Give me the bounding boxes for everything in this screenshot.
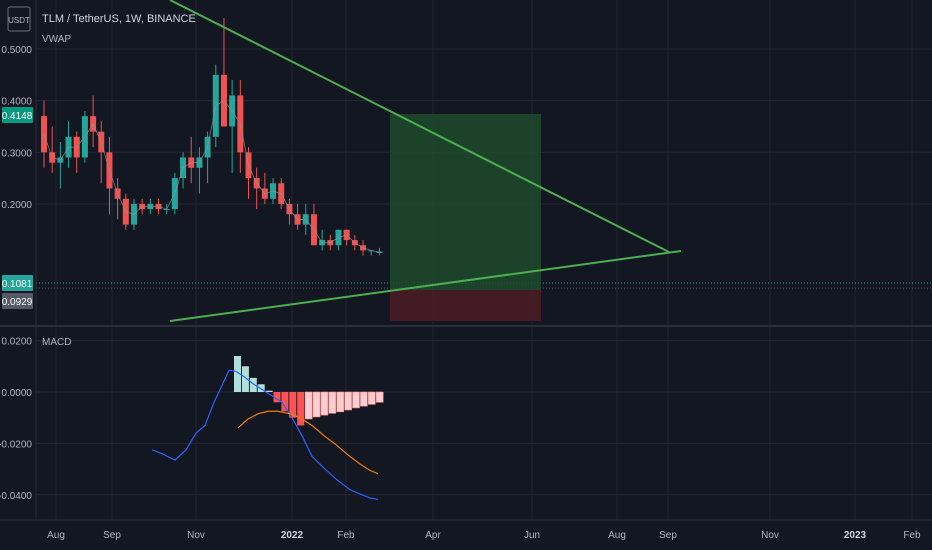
price-marker-label: 0.0929 [2,297,33,308]
macd-tick-label: -0.0400 [0,491,32,502]
price-tick-label: 0.2000 [1,200,32,211]
macd-histogram-bar [304,391,313,420]
time-tick-label: Sep [103,530,121,541]
time-tick-label: Nov [761,530,779,541]
vwap-line [43,100,380,253]
candle-body [163,209,170,211]
price-marker-box [2,275,33,291]
time-tick-label: Feb [903,530,921,541]
macd-indicator-label[interactable]: MACD [42,337,71,348]
price-marker: 0.1081 [2,275,33,291]
macd-histogram-bar [281,392,289,412]
currency-badge-text: USDT [8,16,30,25]
price-marker-label: 0.1081 [2,279,33,290]
macd-line [151,369,379,501]
price-tick-label: 0.5000 [1,45,32,56]
macd-pane [151,356,384,501]
vwap-indicator-label[interactable]: VWAP [42,34,71,45]
macd-histogram-bar [320,391,329,416]
macd-histogram-bar [289,392,297,418]
time-tick-label: Feb [337,530,355,541]
time-tick-label: Nov [187,530,205,541]
trendlines[interactable] [169,0,682,322]
time-tick-label: Sep [659,530,677,541]
candle [368,250,375,256]
macd-histogram-bar [249,377,257,392]
resistance-trendline [169,0,670,253]
macd-histogram-bar [367,391,376,405]
macd-histogram-bar [375,391,384,403]
time-tick-label: 2022 [281,530,304,541]
price-marker-label: 0.4148 [2,111,33,122]
time-tick-label: Apr [425,530,441,541]
vwap-polyline [43,100,380,253]
signal-line [237,410,379,475]
currency-badge[interactable]: USDT [7,6,31,32]
symbol-title[interactable]: TLM / TetherUS, 1W, BINANCE [42,13,196,25]
price-tick-label: 0.4000 [1,97,32,108]
candle-body [368,250,375,252]
macd-histogram-bar [344,391,352,411]
support-trendline [169,250,682,322]
macd-histogram-bar [234,356,241,392]
price-marker: 0.4148 [2,107,33,123]
price-marker-box [2,293,33,309]
macd-tick-label: 0.0000 [1,388,32,399]
macd-histogram-bar [297,392,305,426]
macd-histogram-bar [241,366,249,392]
macd-histogram-bar [273,392,281,403]
macd-histogram-bar [265,390,273,392]
price-marker: 0.0929 [2,293,33,309]
macd-tick-label: 0.0200 [1,337,32,348]
position-zones [36,114,932,321]
time-tick-label: Aug [47,530,65,541]
price-tick-label: 0.3000 [1,148,32,159]
axes[interactable]: 0.5000 0.4000 0.3000 0.2000 0.0200 0.0000 -0.0… [0,45,921,541]
macd-tick-label: -0.0200 [0,439,32,450]
macd-histogram-bar [336,391,345,413]
macd-histogram-bar [360,391,368,407]
macd-histogram-bar [257,384,265,392]
time-tick-label: Aug [608,530,626,541]
macd-histogram-bar [328,391,337,414]
stop-zone [390,290,541,321]
target-zone [390,114,541,290]
time-tick-label: Jun [524,530,540,541]
macd-histogram-bar [312,391,321,418]
macd-histogram-bar [352,391,360,409]
time-tick-label: 2023 [844,530,867,541]
price-marker-box [2,107,33,123]
